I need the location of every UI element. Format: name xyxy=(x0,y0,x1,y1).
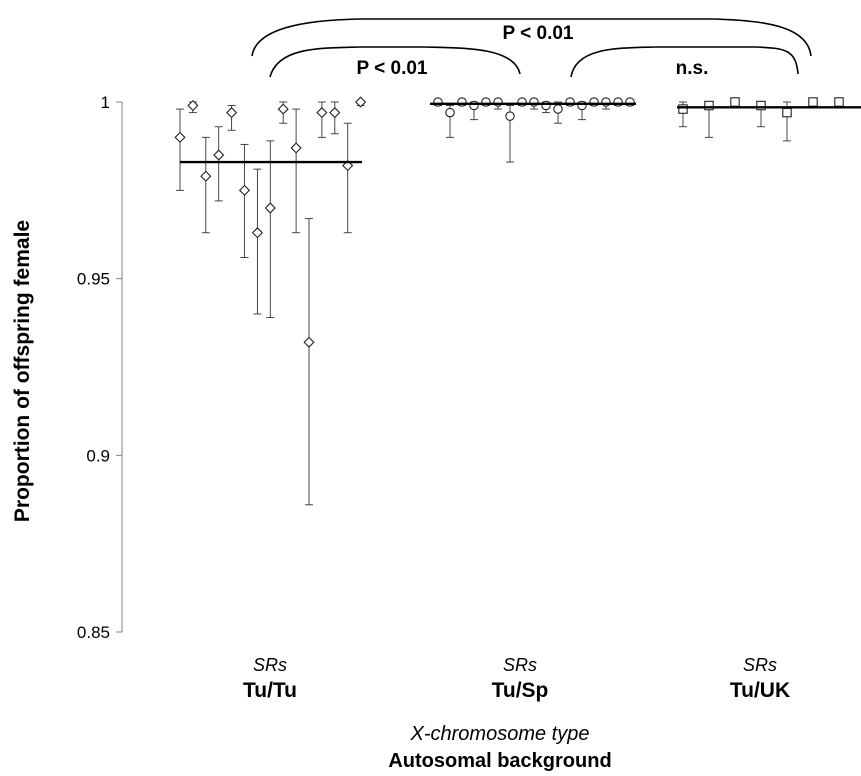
data-point xyxy=(291,109,301,233)
data-point xyxy=(214,127,224,201)
x-axis-title-line1: X-chromosome type xyxy=(410,723,590,745)
comparison-bracket: P < 0.01 xyxy=(270,47,520,79)
diamond-marker xyxy=(317,108,327,118)
y-axis-title: Proportion of offspring female xyxy=(11,220,34,522)
y-tick-label: 0.9 xyxy=(86,446,110,465)
group-tu-uk: SRs Tu/UK xyxy=(677,98,861,702)
background-label: Tu/UK xyxy=(730,679,790,702)
data-point xyxy=(731,98,739,106)
background-label: Tu/Sp xyxy=(492,679,549,702)
diamond-marker xyxy=(214,150,224,160)
data-point xyxy=(304,219,314,505)
data-point xyxy=(227,106,237,131)
data-point xyxy=(188,101,198,113)
square-marker xyxy=(809,98,817,106)
diamond-marker xyxy=(304,337,314,347)
data-point xyxy=(356,97,366,107)
circle-marker xyxy=(554,105,562,113)
circle-marker xyxy=(446,108,454,116)
data-point xyxy=(317,102,327,137)
x-type-label: SRs xyxy=(503,655,537,675)
diamond-marker xyxy=(227,108,237,118)
square-marker xyxy=(783,108,791,116)
group-tu-tu: SRs Tu/Tu xyxy=(175,97,365,702)
diamond-marker xyxy=(240,186,250,196)
x-type-label: SRs xyxy=(253,655,287,675)
y-tick-label: 0.95 xyxy=(77,270,110,289)
diamond-marker xyxy=(201,171,211,181)
diamond-marker xyxy=(266,203,276,213)
group-tu-sp: SRs Tu/Sp xyxy=(430,98,636,702)
data-groups: SRs Tu/Tu SRs Tu/Sp SRs Tu/UK xyxy=(175,97,861,702)
significance-label: n.s. xyxy=(676,58,709,79)
comparison-bracket: n.s. xyxy=(571,47,798,79)
data-point xyxy=(175,109,185,190)
y-tick-label: 0.85 xyxy=(77,623,110,642)
diamond-marker xyxy=(175,133,185,143)
diamond-marker xyxy=(291,143,301,153)
diamond-marker xyxy=(330,108,340,118)
data-point xyxy=(835,98,843,106)
data-point xyxy=(809,98,817,106)
significance-label: P < 0.01 xyxy=(503,23,574,44)
data-point xyxy=(253,169,263,314)
data-point xyxy=(278,102,288,123)
data-point xyxy=(201,137,211,232)
significance-label: P < 0.01 xyxy=(357,58,428,79)
square-marker xyxy=(731,98,739,106)
x-type-label: SRs xyxy=(743,655,777,675)
data-point xyxy=(757,101,765,126)
comparison-bracket: P < 0.01 xyxy=(252,19,811,56)
circle-marker xyxy=(506,112,514,120)
data-point xyxy=(679,102,687,127)
data-point xyxy=(343,123,353,233)
y-axis: 0.85 0.9 0.95 1 xyxy=(77,93,122,642)
square-marker xyxy=(835,98,843,106)
background-label: Tu/Tu xyxy=(243,679,297,702)
data-point xyxy=(266,141,276,318)
data-point xyxy=(330,102,340,134)
data-point xyxy=(446,106,454,138)
data-point xyxy=(554,102,562,123)
y-tick-label: 1 xyxy=(101,93,110,112)
x-axis-title-line2: Autosomal background xyxy=(388,750,611,772)
data-point xyxy=(506,106,514,163)
significance-brackets: P < 0.01 n.s. P < 0.01 xyxy=(252,19,811,79)
diamond-marker xyxy=(278,104,288,114)
diamond-marker xyxy=(253,228,263,238)
